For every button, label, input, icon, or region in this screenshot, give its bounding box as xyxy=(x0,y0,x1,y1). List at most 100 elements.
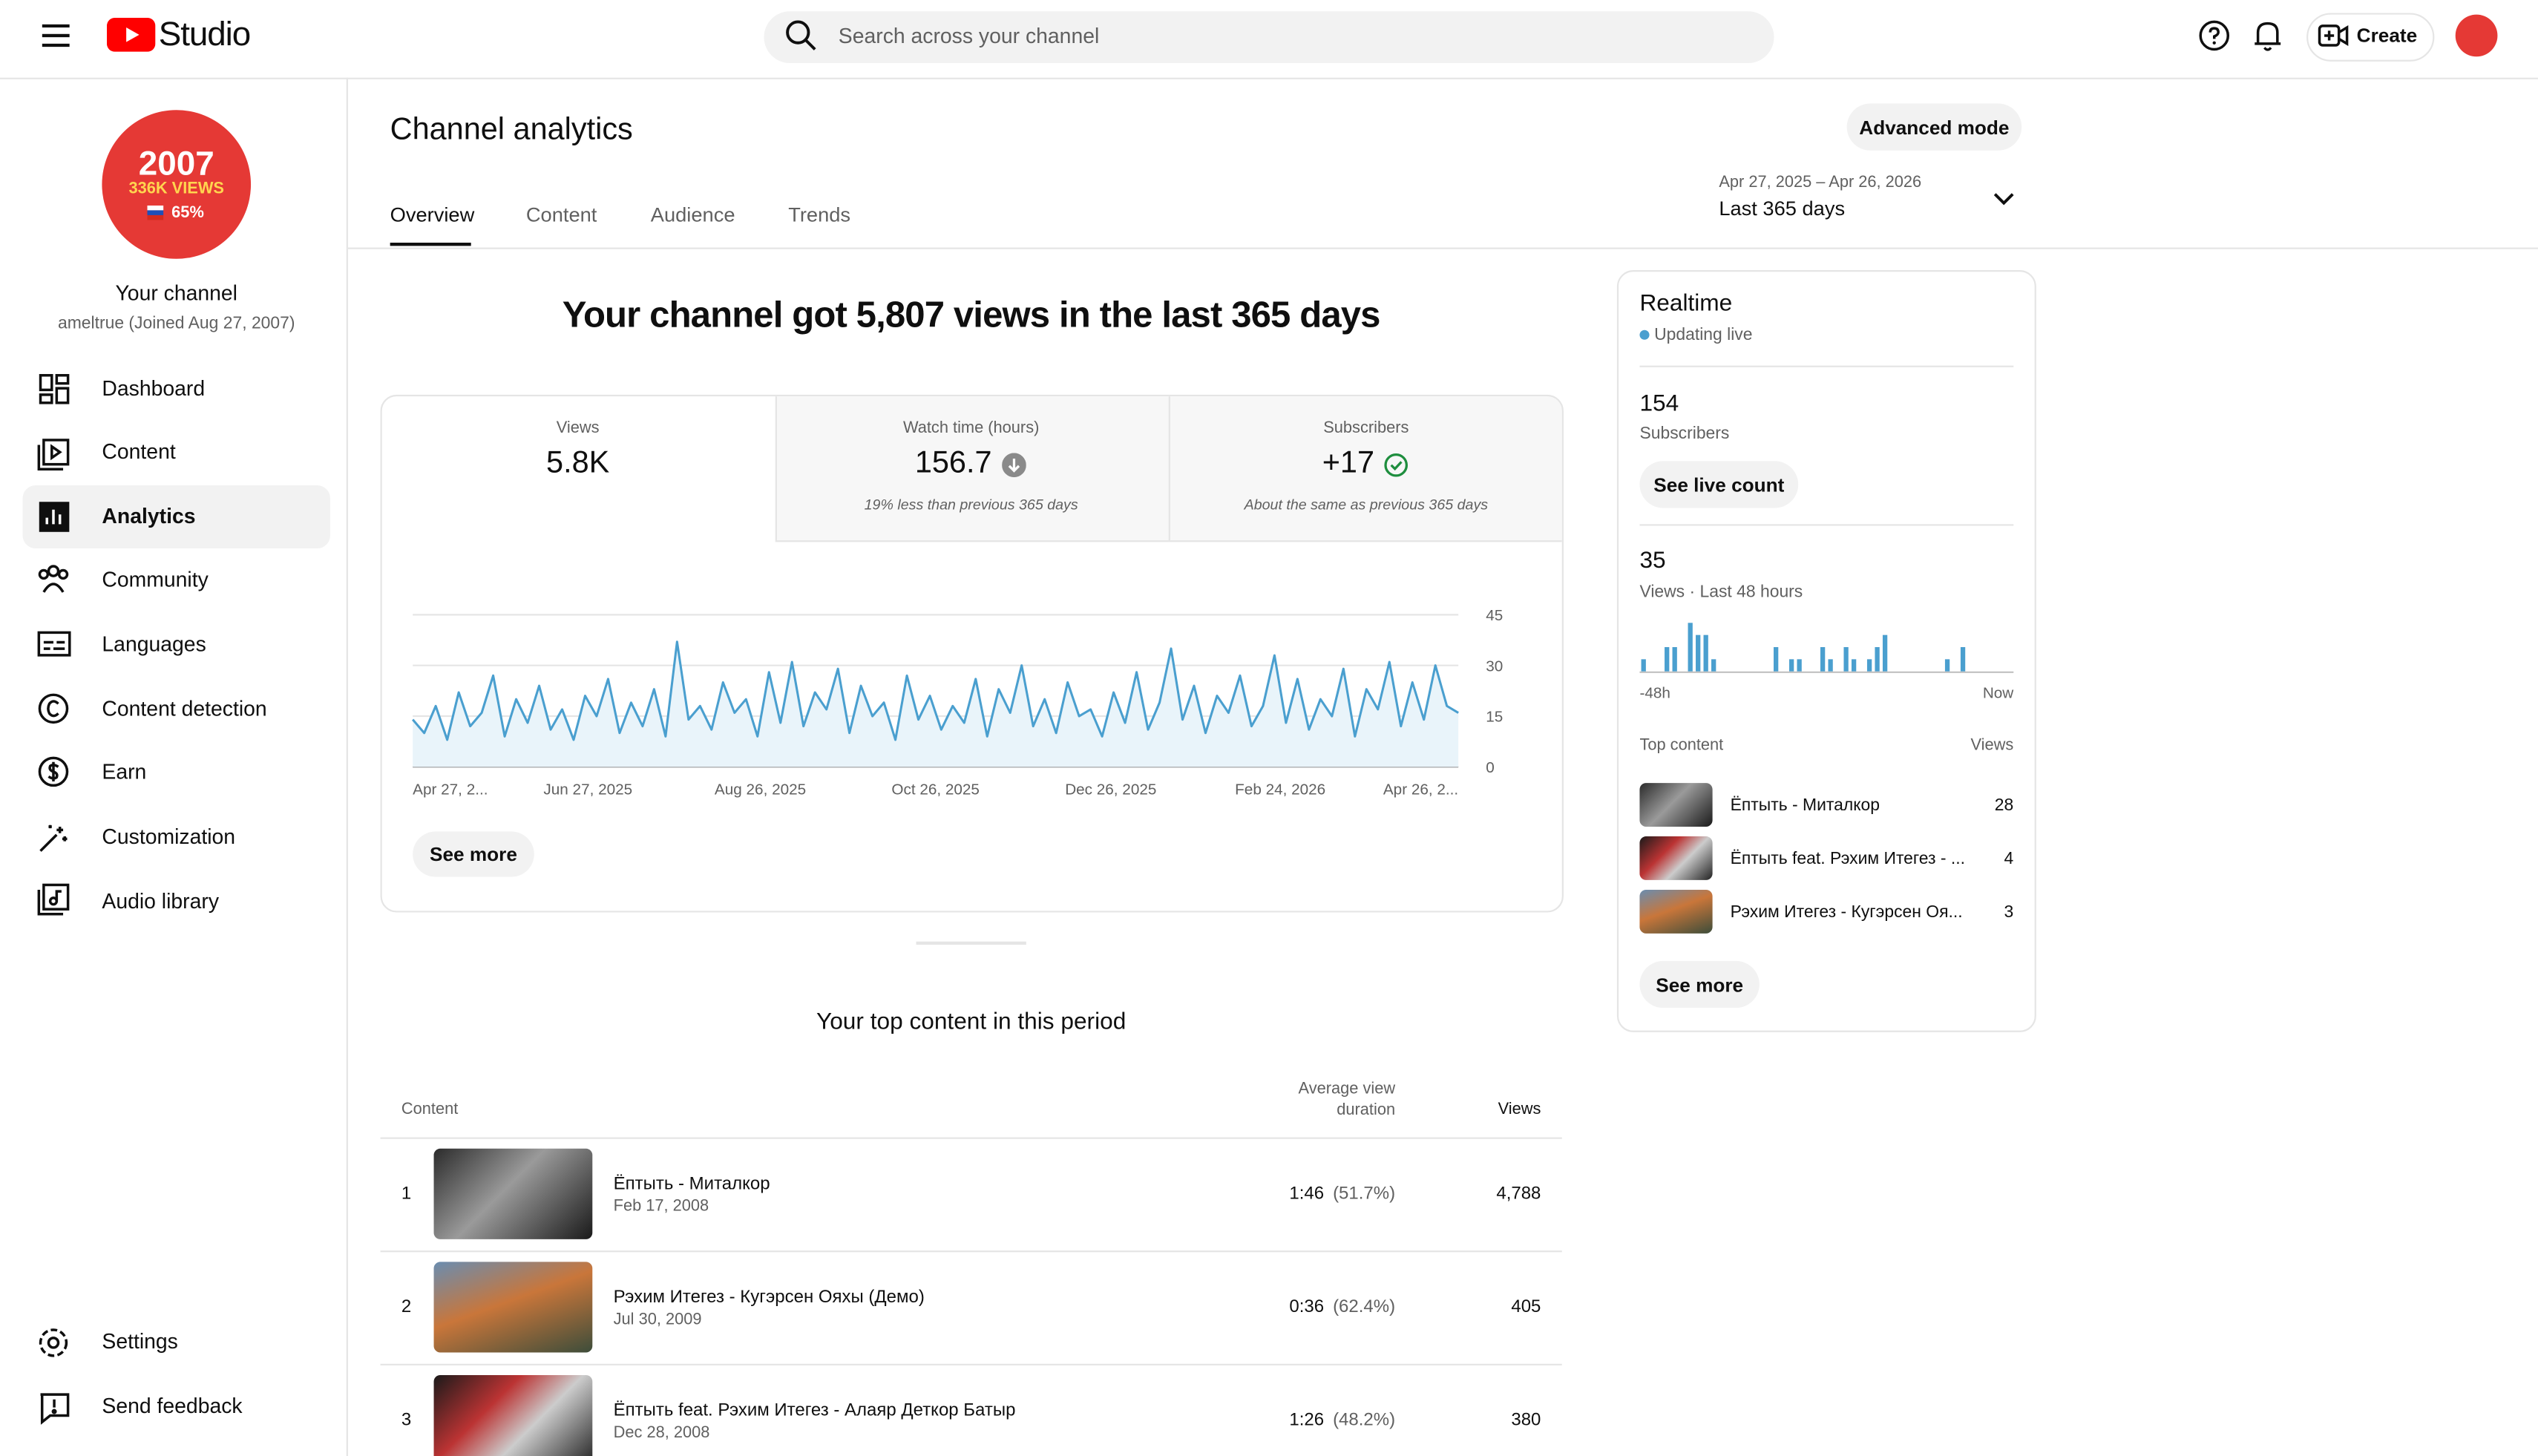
video-title[interactable]: Рэхим Итегез - Кугэрсен Ояхы (Демо) xyxy=(613,1288,925,1308)
create-button[interactable] xyxy=(2306,13,2435,62)
video-date: Feb 17, 2008 xyxy=(613,1198,709,1216)
nav-item[interactable]: Languages xyxy=(102,632,206,656)
metric-label[interactable]: Subscribers xyxy=(1323,419,1409,438)
top-bar xyxy=(0,0,2538,79)
tab[interactable]: Trends xyxy=(788,203,851,227)
realtime-views-label: Views · Last 48 hours xyxy=(1639,582,1803,602)
see-more-button[interactable]: See more xyxy=(413,831,534,877)
item-views: 3 xyxy=(2004,902,2014,922)
subscriber-count: 154 xyxy=(1639,391,1679,418)
realtime-title: Realtime xyxy=(1639,291,1733,318)
nav-item[interactable]: Content xyxy=(102,439,176,464)
chart-start-label: -48h xyxy=(1639,685,1670,704)
item-views: 28 xyxy=(1994,796,2014,816)
create-label[interactable]: Create xyxy=(2356,24,2418,47)
see-more-button[interactable]: See more xyxy=(1639,960,1760,1009)
chart-end-label: Now xyxy=(1982,685,2014,704)
video-title[interactable]: Ёптыть feat. Рэхим Итегез - Алаяр Деткор… xyxy=(613,1400,1016,1421)
video-date: Jul 30, 2009 xyxy=(613,1311,702,1329)
nav-item[interactable]: Community xyxy=(102,567,209,591)
video-thumbnail[interactable] xyxy=(433,1148,593,1239)
nav-item[interactable]: Customization xyxy=(102,824,236,849)
avg-duration: 1:26 xyxy=(1289,1410,1325,1431)
nav-item[interactable]: Audio library xyxy=(102,888,220,914)
table-title: Your top content in this period xyxy=(816,1009,1127,1036)
item-thumbnail[interactable] xyxy=(1639,890,1713,934)
nav-item[interactable]: Earn xyxy=(102,759,147,784)
channel-handle: ameltrue (Joined Aug 27, 2007) xyxy=(57,313,295,334)
row-views: 380 xyxy=(1511,1410,1541,1431)
avatar-percent: 65% xyxy=(171,204,204,223)
account-avatar[interactable] xyxy=(2455,14,2498,57)
nav-icons xyxy=(37,374,71,916)
live-dot xyxy=(1639,329,1650,340)
advanced-mode-button[interactable]: Advanced mode xyxy=(1846,103,2022,151)
sidebar-divider xyxy=(346,77,348,1456)
search-placeholder[interactable]: Search across your channel xyxy=(838,23,1100,48)
search-bar[interactable] xyxy=(764,11,1774,64)
avg-percent: (51.7%) xyxy=(1333,1184,1396,1204)
nav-item[interactable]: Settings xyxy=(102,1328,178,1354)
metric-inactive-bg xyxy=(775,396,1562,542)
nav-item[interactable]: Send feedback xyxy=(102,1394,243,1418)
avatar-year: 2007 xyxy=(138,145,214,183)
table-header[interactable]: Views xyxy=(1498,1101,1541,1119)
item-thumbnail[interactable] xyxy=(1639,783,1713,827)
item-title[interactable]: Ёптыть - Миталкор xyxy=(1730,796,1880,816)
item-title[interactable]: Рэхим Итегез - Кугэрсен Оя... xyxy=(1730,902,1963,922)
avg-percent: (62.4%) xyxy=(1333,1297,1396,1317)
item-title[interactable]: Ёптыть feat. Рэхим Итегез - ... xyxy=(1730,849,1965,869)
video-title[interactable]: Ёптыть - Миталкор xyxy=(613,1174,770,1194)
date-period[interactable]: Last 365 days xyxy=(1719,197,1846,220)
metric-value[interactable]: 156.7 xyxy=(914,446,992,481)
item-thumbnail[interactable] xyxy=(1639,836,1713,880)
nav-selected xyxy=(22,485,330,549)
logo-text[interactable]: Studio xyxy=(158,16,251,53)
tab-underline xyxy=(390,243,471,246)
tab[interactable]: Audience xyxy=(650,203,735,227)
row-views: 405 xyxy=(1511,1297,1541,1317)
avg-duration: 0:36 xyxy=(1289,1297,1325,1317)
date-dropdown-icon[interactable] xyxy=(1993,191,2016,207)
video-thumbnail[interactable] xyxy=(433,1375,593,1456)
metric-value[interactable]: 5.8K xyxy=(546,446,610,481)
date-range[interactable]: Apr 27, 2025 – Apr 26, 2026 xyxy=(1719,174,1922,192)
nav-item[interactable]: Analytics xyxy=(102,504,196,528)
metric-label[interactable]: Views xyxy=(556,419,600,438)
menu-button[interactable] xyxy=(42,24,70,47)
nav-item[interactable]: Content detection xyxy=(102,696,267,721)
top-content-label: Top content xyxy=(1639,736,1724,755)
headline: Your channel got 5,807 views in the last… xyxy=(562,294,1381,335)
see-live-count-button[interactable]: See live count xyxy=(1639,461,1799,508)
row-rank: 2 xyxy=(401,1297,412,1317)
nav-item[interactable]: Dashboard xyxy=(102,376,206,401)
notifications-icon[interactable] xyxy=(2253,19,2282,52)
subscriber-label: Subscribers xyxy=(1639,424,1730,444)
header-divider xyxy=(347,247,2538,249)
table-header: Content xyxy=(401,1101,459,1119)
table-header[interactable]: Average view duration xyxy=(1298,1080,1396,1120)
video-thumbnail[interactable] xyxy=(433,1262,593,1353)
create-icon xyxy=(2318,24,2349,47)
metric-label[interactable]: Watch time (hours) xyxy=(902,419,1040,438)
avg-percent: (48.2%) xyxy=(1333,1410,1396,1431)
metric-divider xyxy=(775,396,777,541)
realtime-divider xyxy=(1639,365,2014,367)
tab[interactable]: Content xyxy=(525,203,597,227)
flag-icon xyxy=(147,205,164,220)
realtime-card xyxy=(1616,270,2036,1032)
metric-note: About the same as previous 365 days xyxy=(1244,496,1489,514)
logo-icon[interactable] xyxy=(106,17,156,52)
row-rank: 3 xyxy=(401,1410,412,1431)
overview-card xyxy=(380,394,1564,913)
realtime-divider xyxy=(1639,524,2014,526)
tab[interactable]: Overview xyxy=(390,203,475,227)
metric-divider xyxy=(1168,396,1170,541)
row-rank: 1 xyxy=(401,1184,412,1204)
realtime-views: 35 xyxy=(1639,548,1666,574)
metric-value[interactable]: +17 xyxy=(1322,446,1375,481)
channel-avatar[interactable] xyxy=(102,110,252,259)
help-icon[interactable] xyxy=(2198,19,2231,52)
